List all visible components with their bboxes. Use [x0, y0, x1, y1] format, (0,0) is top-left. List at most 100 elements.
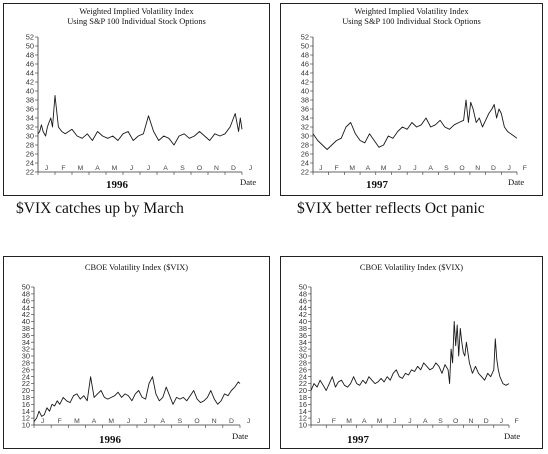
x-tick-label: S	[444, 165, 449, 172]
y-tick-label: 28	[22, 359, 30, 368]
x-tick-label: A	[423, 418, 428, 425]
x-tick-label: O	[459, 165, 464, 172]
x-tick-label: N	[475, 165, 480, 172]
y-tick-label: 28	[301, 141, 309, 150]
y-tick-label: 44	[299, 303, 307, 312]
y-tick-label: 48	[22, 290, 30, 299]
chart-panel-weighted-1996: Weighted Implied Volatility Index Using …	[3, 3, 270, 196]
y-tick-label: 42	[299, 310, 307, 319]
y-tick-label: 50	[26, 42, 34, 51]
y-tick-label: 14	[299, 407, 307, 416]
y-tick-label: 42	[301, 78, 309, 87]
y-tick-label: 34	[26, 114, 34, 123]
y-tick-label: 16	[299, 400, 307, 409]
x-tick-label: A	[366, 165, 371, 172]
y-tick-label: 46	[299, 296, 307, 305]
x-tick-label: A	[428, 165, 433, 172]
y-tick-label: 36	[26, 105, 34, 114]
y-tick-label: 48	[26, 51, 34, 60]
y-tick-label: 40	[22, 317, 30, 326]
y-tick-label: 46	[301, 60, 309, 69]
y-tick-label: 30	[299, 352, 307, 361]
y-tick-label: 44	[22, 303, 30, 312]
y-tick-label: 50	[301, 42, 309, 51]
x-tick-label: J	[247, 418, 250, 425]
x-tick-label: F	[58, 418, 62, 425]
x-tick-label: O	[197, 165, 202, 172]
x-axis-label: Date	[232, 431, 249, 441]
chart-panel-vix-1997: CBOE Volatility Index ($VIX) 10 12 14 16 18 2…	[280, 256, 543, 449]
y-tick-label: 46	[26, 60, 34, 69]
y-tick-label: 24	[26, 159, 34, 168]
y-tick-label: 38	[26, 96, 34, 105]
y-tick-label: 26	[22, 365, 30, 374]
x-tick-label: M	[377, 418, 383, 425]
chart-plot: 1012141618202224262830323436384042444648…	[299, 283, 519, 430]
y-tick-label: 16	[22, 400, 30, 409]
y-tick-label: 38	[22, 324, 30, 333]
x-tick-label: J	[45, 165, 48, 172]
series-line	[37, 95, 243, 146]
y-tick-label: 40	[299, 317, 307, 326]
year-label: 1997	[366, 179, 388, 191]
x-tick-label: N	[468, 418, 473, 425]
x-tick-label: F	[523, 165, 527, 172]
year-label: 1996	[99, 434, 121, 446]
x-tick-label: O	[194, 418, 199, 425]
y-tick-label: 38	[299, 324, 307, 333]
y-tick-label: 24	[22, 372, 30, 381]
x-tick-label: D	[484, 418, 489, 425]
y-tick-label: 46	[22, 296, 30, 305]
x-tick-label: F	[332, 418, 336, 425]
y-tick-label: 30	[22, 352, 30, 361]
y-tick-label: 26	[299, 365, 307, 374]
x-axis-label: Date	[508, 177, 525, 187]
y-tick-label: 32	[301, 123, 309, 132]
series-line	[310, 321, 510, 391]
y-tick-label: 52	[26, 33, 34, 42]
x-tick-label: J	[144, 418, 147, 425]
y-tick-label: 28	[26, 141, 34, 150]
x-tick-label: J	[507, 165, 510, 172]
x-tick-label: M	[74, 418, 80, 425]
chart-plot: 1012141618202224262830323436384042444648…	[22, 283, 251, 430]
y-tick-label: 24	[299, 372, 307, 381]
y-tick-label: 14	[22, 407, 30, 416]
x-tick-label: M	[349, 165, 355, 172]
y-tick-label: 48	[301, 51, 309, 60]
y-tick-label: 10	[22, 421, 30, 430]
x-tick-label: M	[112, 165, 118, 172]
y-tick-label: 26	[301, 150, 309, 159]
y-tick-label: 20	[299, 386, 307, 395]
chart-panel-vix-1996: CBOE Volatility Index ($VIX) 10 12 14 16 18 2…	[3, 256, 270, 449]
y-tick-label: 32	[299, 345, 307, 354]
y-tick-label: 30	[301, 132, 309, 141]
y-tick-label: 10	[299, 421, 307, 430]
x-tick-label: N	[212, 418, 217, 425]
series-line	[312, 99, 518, 150]
x-tick-label: J	[413, 165, 416, 172]
y-tick-label: 32	[22, 345, 30, 354]
y-tick-label: 48	[299, 290, 307, 299]
x-tick-label: M	[108, 418, 114, 425]
x-tick-label: A	[95, 165, 100, 172]
x-tick-label: M	[78, 165, 84, 172]
x-tick-label: J	[500, 418, 503, 425]
y-tick-label: 50	[22, 283, 30, 292]
x-axis-label: Date	[504, 431, 521, 441]
x-tick-label: D	[491, 165, 496, 172]
chart-subtitle: Using S&P 100 Individual Stock Options	[342, 17, 481, 26]
y-tick-label: 42	[26, 78, 34, 87]
y-tick-label: 38	[301, 96, 309, 105]
chart-title: CBOE Volatility Index ($VIX)	[359, 263, 464, 272]
x-tick-label: O	[453, 418, 458, 425]
caption-left: $VIX catches up by March	[16, 200, 184, 217]
x-tick-label: M	[381, 165, 387, 172]
x-tick-label: J	[398, 165, 401, 172]
y-tick-label: 40	[301, 87, 309, 96]
x-tick-label: J	[319, 165, 322, 172]
x-tick-label: J	[249, 165, 252, 172]
x-tick-label: A	[160, 418, 165, 425]
x-tick-label: S	[180, 165, 185, 172]
